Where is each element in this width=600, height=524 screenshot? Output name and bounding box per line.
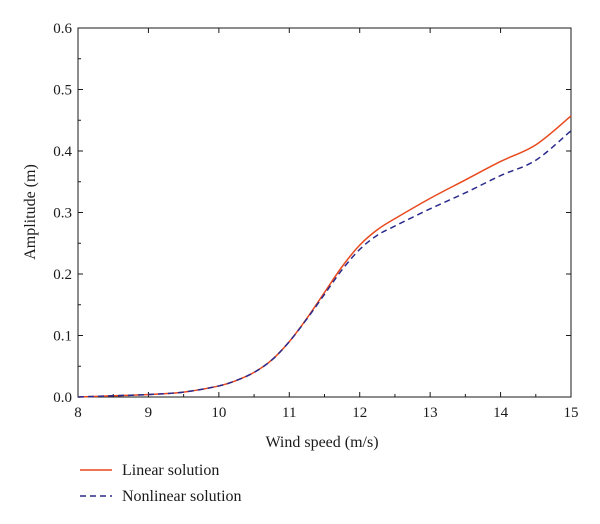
y-tick-label: 0.2 (53, 267, 72, 283)
y-tick-label: 0.4 (53, 144, 72, 160)
y-tick-label: 0.6 (53, 21, 72, 37)
x-tick-label: 8 (74, 405, 82, 421)
legend: Linear solution Nonlinear solution (80, 462, 242, 505)
x-tick-label: 13 (423, 405, 438, 421)
x-tick-label: 11 (282, 405, 296, 421)
x-axis: 8 9 10 11 12 13 14 15 (74, 28, 579, 421)
x-tick-label: 15 (564, 405, 579, 421)
x-axis-title: Wind speed (m/s) (265, 434, 378, 451)
y-tick-label: 0.0 (53, 390, 72, 406)
y-tick-label: 0.3 (53, 206, 72, 222)
x-tick-label: 10 (211, 405, 226, 421)
y-tick-label: 0.5 (53, 83, 72, 99)
x-tick-label: 12 (352, 405, 367, 421)
legend-label-linear: Linear solution (122, 462, 219, 479)
x-tick-label: 9 (145, 405, 153, 421)
plot-frame (77, 27, 572, 398)
y-axis: 0.0 0.1 0.2 0.3 0.4 0.5 0.6 (53, 21, 571, 406)
legend-label-nonlinear: Nonlinear solution (122, 488, 242, 505)
y-axis-title: Amplitude (m) (22, 164, 39, 260)
y-tick-label: 0.1 (53, 329, 72, 345)
x-tick-label: 14 (493, 405, 509, 421)
series-line-nonlinear (77, 130, 572, 398)
plot-area (77, 27, 572, 398)
series-layer (77, 115, 572, 398)
series-line-linear (77, 115, 572, 398)
